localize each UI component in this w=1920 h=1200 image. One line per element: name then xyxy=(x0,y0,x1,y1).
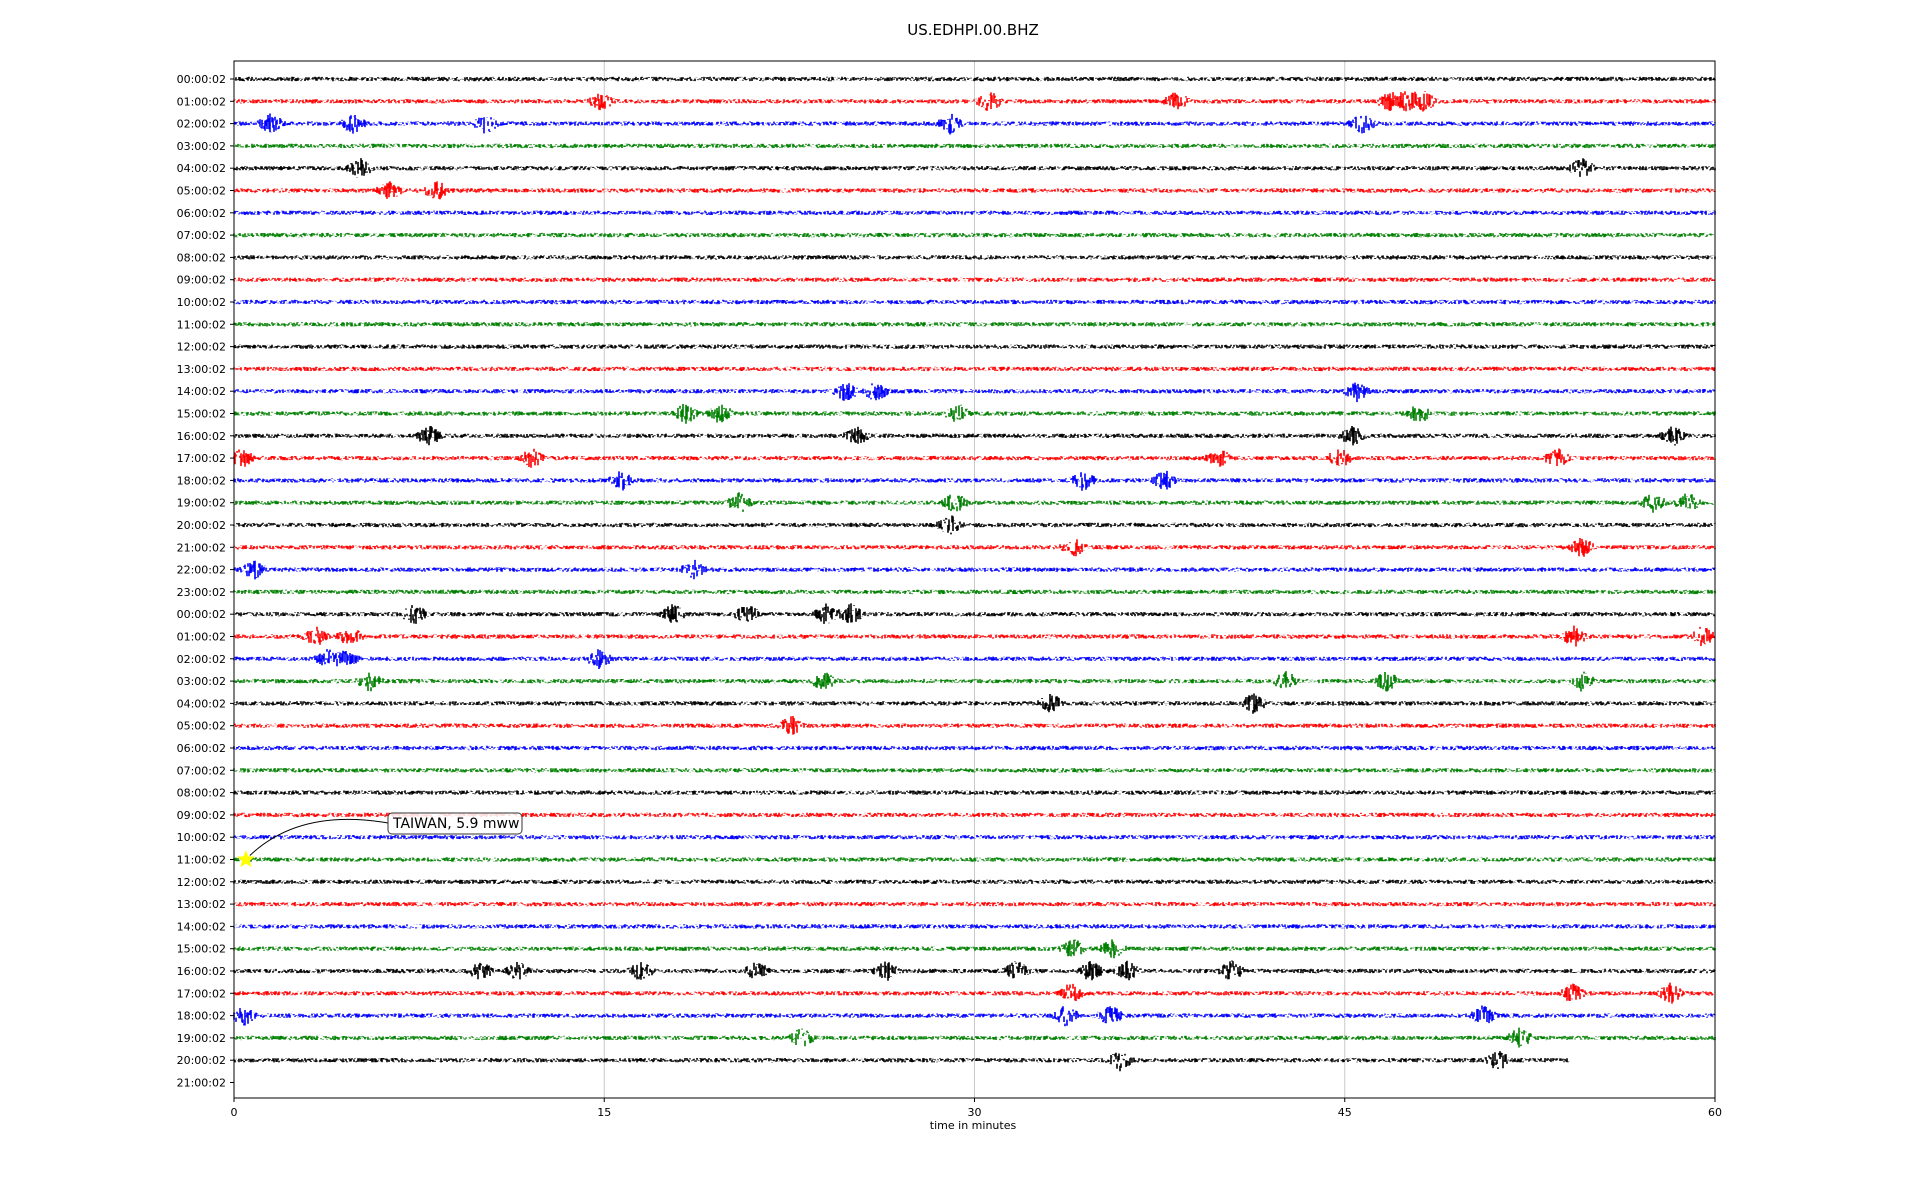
row-label: 22:00:02 xyxy=(177,564,226,577)
x-tick-label: 30 xyxy=(968,1106,982,1119)
x-tick-label: 0 xyxy=(231,1106,238,1119)
row-label: 19:00:02 xyxy=(177,1032,226,1045)
vertical-gridlines xyxy=(603,61,1346,1098)
x-tick-label: 60 xyxy=(1708,1106,1722,1119)
annotation-label: TAIWAN, 5.9 mww xyxy=(392,816,519,832)
row-label: 16:00:02 xyxy=(177,965,226,978)
row-label: 00:00:02 xyxy=(177,73,226,86)
row-label: 08:00:02 xyxy=(177,787,226,800)
annotation-arrow xyxy=(249,818,389,856)
row-label: 03:00:02 xyxy=(177,675,226,688)
trace-11 xyxy=(233,322,1716,327)
row-label: 20:00:02 xyxy=(177,519,226,532)
row-label: 20:00:02 xyxy=(177,1054,226,1067)
x-axis-ticks: 0 15 30 45 60 xyxy=(231,1098,1722,1119)
row-label: 11:00:02 xyxy=(177,318,226,331)
row-label: 14:00:02 xyxy=(177,385,226,398)
row-label: 09:00:02 xyxy=(177,274,226,287)
row-label: 02:00:02 xyxy=(177,118,226,131)
x-tick-label: 15 xyxy=(597,1106,611,1119)
trace-0 xyxy=(234,76,1716,82)
row-label: 03:00:02 xyxy=(177,140,226,153)
trace-12 xyxy=(233,344,1716,349)
row-label: 12:00:02 xyxy=(177,341,226,354)
row-label: 16:00:02 xyxy=(177,430,226,443)
row-label-group: 00:00:02 01:00:02 02:00:02 03:00:02 04:00:02… xyxy=(177,73,234,1090)
event-star-marker xyxy=(237,850,255,868)
row-label: 11:00:02 xyxy=(177,854,226,867)
row-label: 06:00:02 xyxy=(177,207,226,220)
row-label: 07:00:02 xyxy=(177,229,226,242)
row-label: 14:00:02 xyxy=(177,920,226,933)
row-label: 13:00:02 xyxy=(177,898,226,911)
row-label: 18:00:02 xyxy=(177,474,226,487)
chart-title: US.EDHPI.00.BHZ xyxy=(907,21,1039,39)
row-label: 10:00:02 xyxy=(177,296,226,309)
row-label: 23:00:02 xyxy=(177,586,226,599)
row-label: 07:00:02 xyxy=(177,764,226,777)
row-label: 15:00:02 xyxy=(177,408,226,421)
row-label: 15:00:02 xyxy=(177,943,226,956)
row-label: 06:00:02 xyxy=(177,742,226,755)
row-label: 17:00:02 xyxy=(177,987,226,1000)
row-label: 12:00:02 xyxy=(177,876,226,889)
row-label: 01:00:02 xyxy=(177,631,226,644)
row-label: 08:00:02 xyxy=(177,251,226,264)
row-label: 17:00:02 xyxy=(177,452,226,465)
annotation-box xyxy=(387,812,523,835)
x-tick-label: 45 xyxy=(1338,1106,1352,1119)
row-label: 18:00:02 xyxy=(177,1010,226,1023)
x-axis-label: time in minutes xyxy=(930,1119,1017,1132)
row-label: 05:00:02 xyxy=(177,720,226,733)
row-label: 09:00:02 xyxy=(177,809,226,822)
event-annotation: TAIWAN, 5.9 mww xyxy=(237,812,523,868)
row-label: 13:00:02 xyxy=(177,363,226,376)
row-label: 21:00:02 xyxy=(177,541,226,554)
row-label: 19:00:02 xyxy=(177,497,226,510)
row-label: 21:00:02 xyxy=(177,1077,226,1090)
row-label: 10:00:02 xyxy=(177,831,226,844)
row-label: 00:00:02 xyxy=(177,608,226,621)
trace-44 xyxy=(233,1051,1570,1072)
row-label: 01:00:02 xyxy=(177,95,226,108)
row-label: 04:00:02 xyxy=(177,162,226,175)
row-label: 02:00:02 xyxy=(177,653,226,666)
row-label: 05:00:02 xyxy=(177,185,226,198)
row-label: 04:00:02 xyxy=(177,697,226,710)
trace-35 xyxy=(233,857,1716,862)
